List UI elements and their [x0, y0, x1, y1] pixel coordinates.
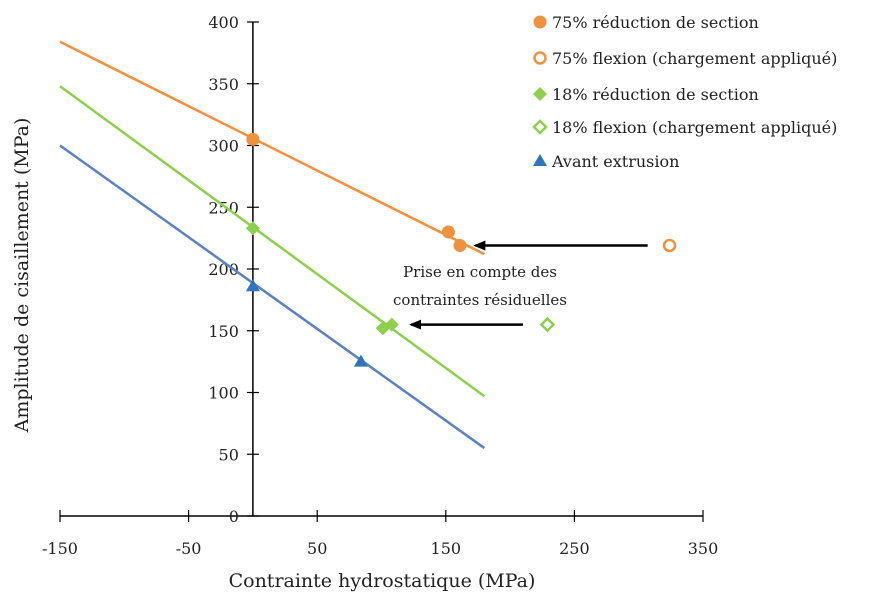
y-tick-label: 50 — [219, 445, 239, 464]
annotation-line-1: Prise en compte des — [403, 263, 557, 281]
data-point — [245, 279, 260, 292]
y-tick-label: 0 — [229, 507, 239, 526]
y-tick-label: 200 — [208, 260, 239, 279]
y-tick-label: 300 — [208, 137, 239, 156]
x-tick-label: -150 — [42, 539, 78, 558]
legend-marker — [533, 51, 547, 65]
data-point — [353, 354, 368, 367]
annotation-arrows — [409, 240, 648, 330]
data-point — [246, 132, 260, 146]
annotation-line-2: contraintes résiduelles — [393, 291, 567, 309]
x-tick-label: 50 — [307, 539, 327, 558]
legend-marker-shape — [533, 51, 547, 65]
trend-line — [59, 40, 485, 256]
data-point — [441, 225, 455, 239]
data-point — [384, 317, 399, 332]
legend-item: 75% flexion (chargement appliqué) — [533, 49, 837, 68]
data-point — [453, 239, 467, 253]
legend-item: 18% réduction de section — [533, 85, 759, 104]
y-tick-label: 350 — [208, 75, 239, 94]
data-point — [662, 238, 677, 253]
legend-marker — [533, 154, 547, 166]
x-tick-label: 250 — [559, 539, 590, 558]
legend-marker-shape — [533, 15, 547, 29]
x-tick-label: 150 — [431, 539, 462, 558]
y-axis-title: Amplitude de cisaillement (MPa) — [11, 118, 33, 434]
legend-marker-shape — [533, 154, 547, 166]
legend-marker — [533, 87, 547, 101]
legend: 75% réduction de section 75% flexion (ch… — [532, 13, 837, 171]
legend-label: 18% réduction de section — [552, 85, 759, 104]
legend-label: Avant extrusion — [551, 152, 679, 171]
legend-marker-shape — [533, 87, 547, 101]
axes: -150 -50 50 150 250 3500501001502002503003504… — [42, 13, 718, 558]
trend-line — [59, 144, 486, 450]
data-point — [245, 221, 260, 236]
y-tick-label: 400 — [208, 13, 239, 32]
legend-label: 18% flexion (chargement appliqué) — [552, 118, 837, 137]
legend-marker-shape — [532, 119, 548, 135]
y-tick-label: 100 — [208, 384, 239, 403]
legend-item: 75% réduction de section — [533, 13, 759, 32]
legend-item: Avant extrusion — [533, 152, 679, 171]
legend-marker — [532, 119, 548, 135]
legend-item: 18% flexion (chargement appliqué) — [532, 118, 837, 137]
y-tick-label: 150 — [208, 322, 239, 341]
legend-label: 75% réduction de section — [552, 13, 759, 32]
x-axis-title: Contrainte hydrostatique (MPa) — [229, 570, 536, 592]
fit-lines — [59, 40, 486, 450]
x-tick-label: 350 — [688, 539, 719, 558]
trend-line — [59, 85, 486, 398]
legend-marker — [533, 15, 547, 29]
data-points — [245, 132, 677, 367]
data-point — [539, 316, 556, 333]
legend-label: 75% flexion (chargement appliqué) — [552, 49, 837, 68]
x-tick-label: -50 — [176, 539, 202, 558]
